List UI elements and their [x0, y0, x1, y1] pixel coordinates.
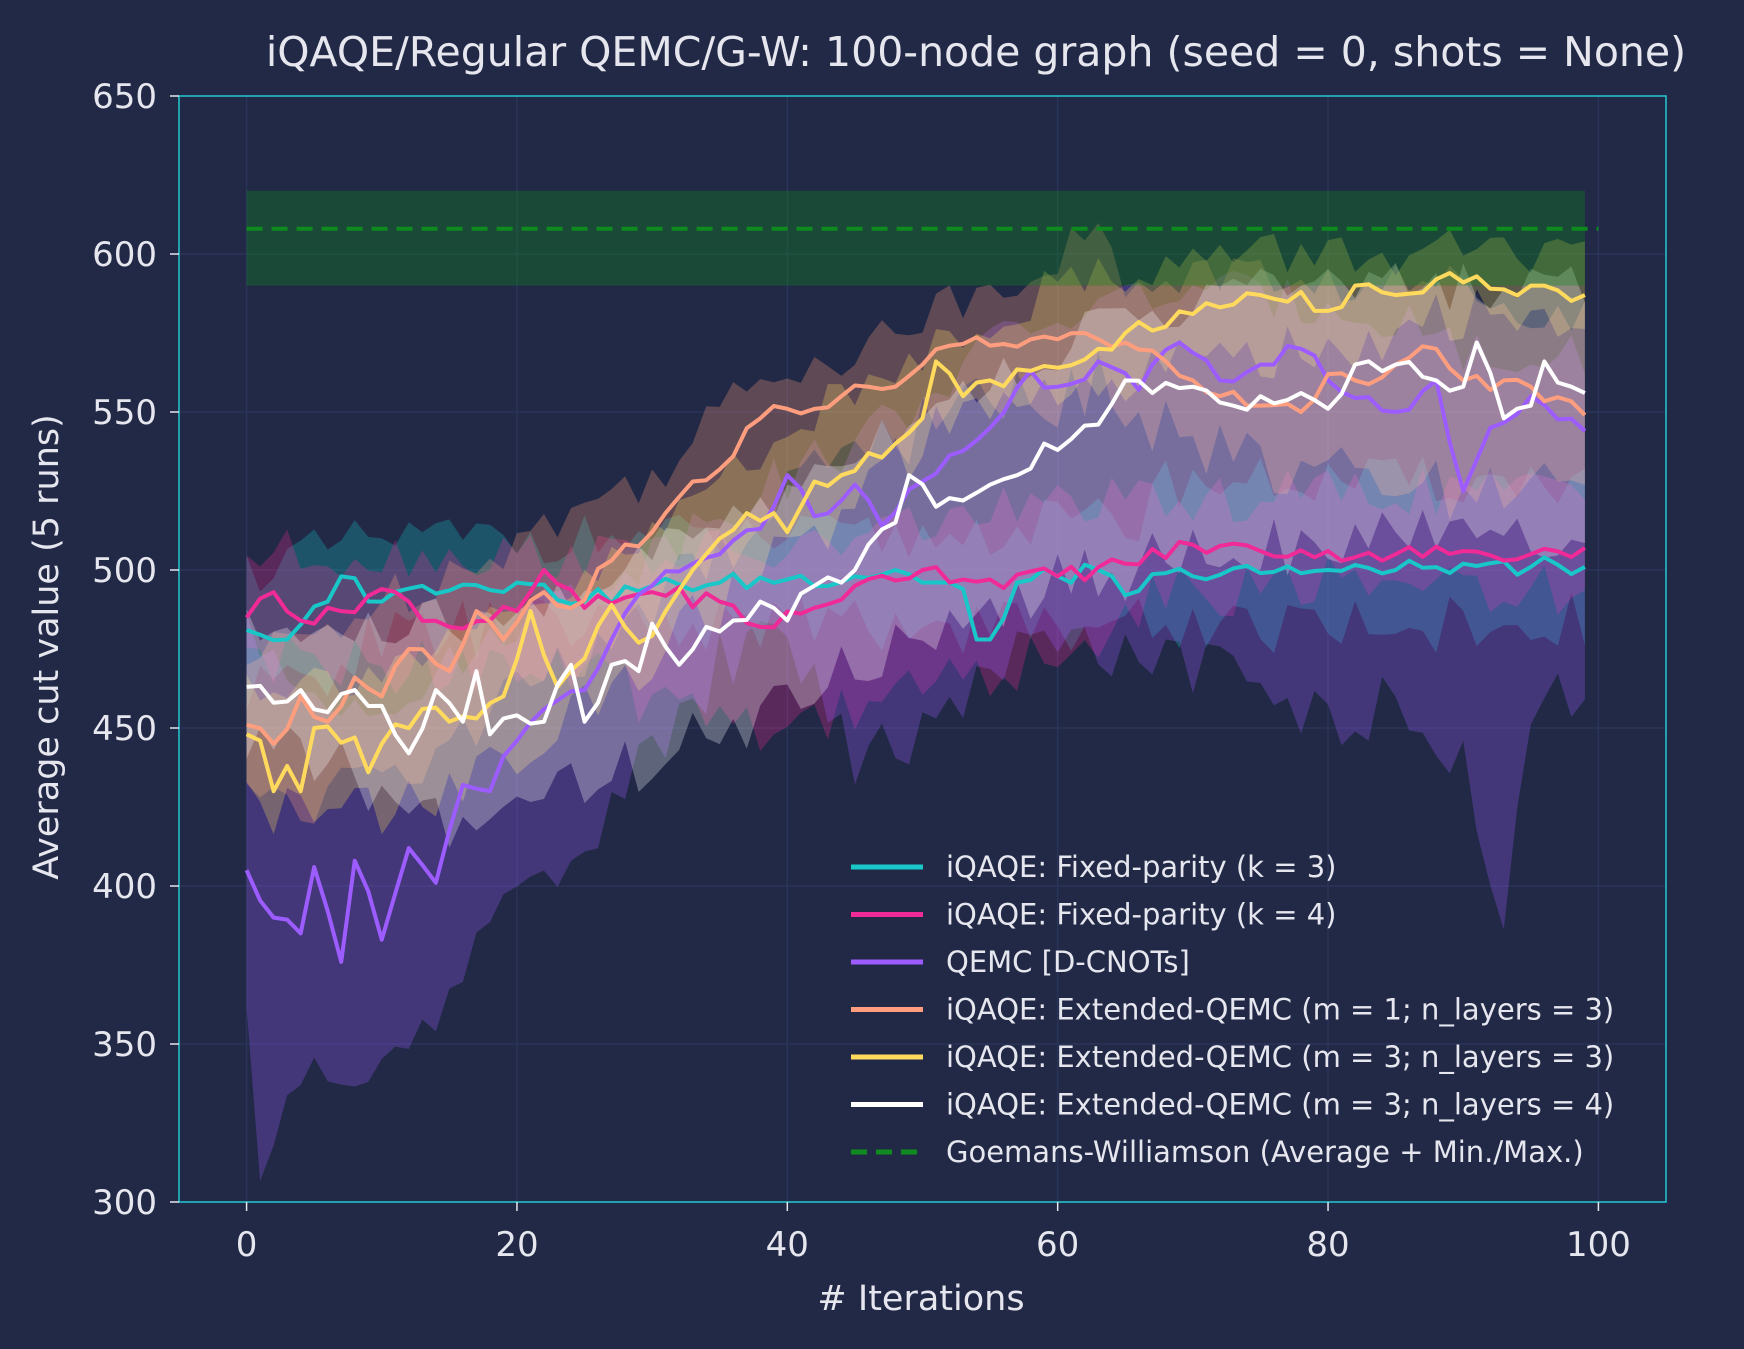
- chart-title: iQAQE/Regular QEMC/G-W: 100-node graph (…: [266, 28, 1686, 76]
- y-tick-label: 550: [92, 393, 157, 433]
- legend-label: iQAQE: Fixed-parity (k = 4): [946, 898, 1336, 932]
- series-band: [246, 456, 1585, 712]
- legend-label: QEMC [D-CNOTs]: [946, 945, 1190, 979]
- x-tick-label: 0: [236, 1225, 258, 1265]
- x-tick-label: 40: [766, 1225, 809, 1265]
- y-tick-label: 300: [92, 1183, 157, 1223]
- legend: iQAQE: Fixed-parity (k = 3) iQAQE: Fixed-…: [851, 850, 1614, 1169]
- x-tick-label: 100: [1566, 1225, 1631, 1265]
- series-band: [246, 467, 1585, 751]
- series-band: [246, 229, 1585, 835]
- legend-label: iQAQE: Extended-QEMC (m = 1; n_layers = …: [946, 993, 1614, 1027]
- tick-layer: 0 20 40 60 80 100 300 350 400 450 500 550 600 650: [92, 77, 1631, 1265]
- plot-frame: [178, 95, 1667, 1203]
- line-layer: [244, 226, 1599, 964]
- legend-label: iQAQE: Extended-QEMC (m = 3; n_layers = …: [946, 1088, 1614, 1122]
- series-line: [246, 340, 1586, 756]
- series-line: [245, 555, 1586, 643]
- y-tick-label: 350: [92, 1025, 157, 1065]
- series-band: [246, 270, 1585, 1181]
- series-band: [246, 223, 1585, 824]
- y-tick-label: 450: [92, 709, 157, 749]
- y-axis-label: Average cut value (5 runs): [27, 414, 67, 880]
- series-line: [244, 340, 1587, 964]
- y-tick-label: 600: [92, 235, 157, 275]
- x-tick-label: 80: [1306, 1225, 1349, 1265]
- x-tick-label: 60: [1036, 1225, 1079, 1265]
- y-tick-label: 650: [92, 77, 157, 117]
- legend-label: iQAQE: Extended-QEMC (m = 3; n_layers = …: [946, 1040, 1614, 1074]
- legend-label: Goemans-Williamson (Average + Min./Max.): [946, 1135, 1584, 1169]
- series-line: [245, 271, 1586, 794]
- x-axis-label: # Iterations: [817, 1279, 1024, 1319]
- y-tick-label: 500: [92, 551, 157, 591]
- gw-minmax-band: [246, 190, 1585, 286]
- legend-label: iQAQE: Fixed-parity (k = 3): [946, 850, 1336, 884]
- series-line: [246, 331, 1587, 746]
- y-tick-label: 400: [92, 867, 157, 907]
- x-tick-label: 20: [495, 1225, 538, 1265]
